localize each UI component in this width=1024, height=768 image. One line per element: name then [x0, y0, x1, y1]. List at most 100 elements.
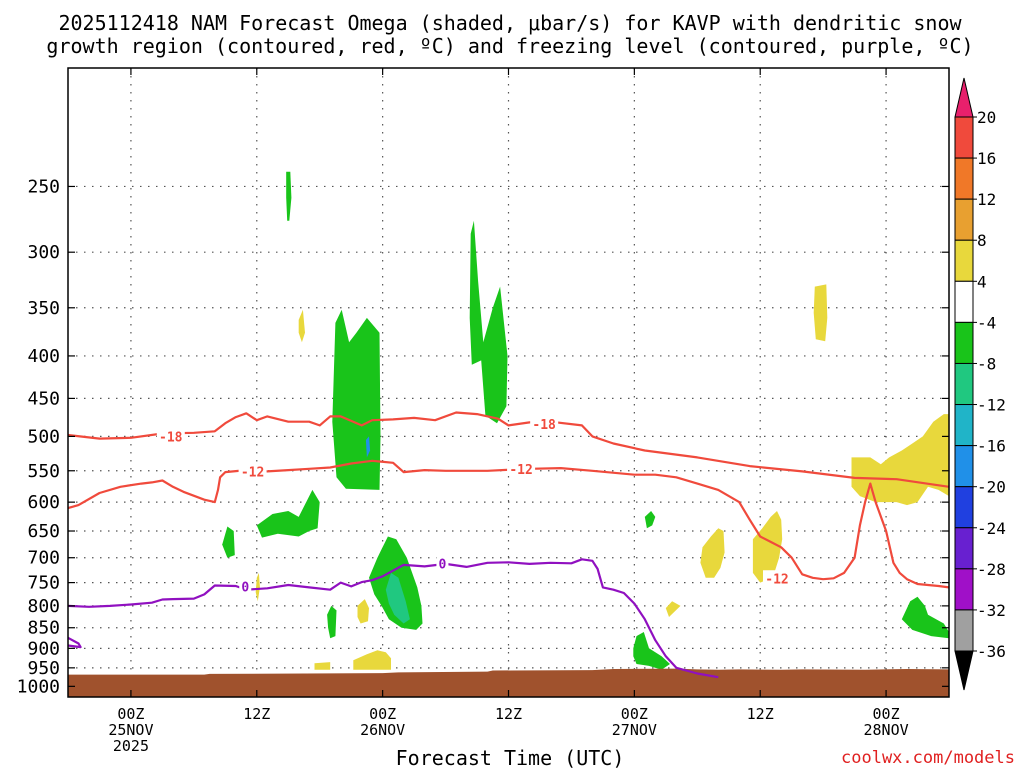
colorbar-label: 20 — [977, 108, 996, 127]
y-tick-label: 250 — [27, 176, 60, 197]
terrain-ground — [68, 668, 949, 697]
y-tick-label: 350 — [27, 298, 60, 319]
omega-shaded-region — [327, 605, 337, 639]
omega-shaded-region — [644, 511, 656, 529]
y-tick-label: 950 — [27, 658, 60, 679]
colorbar-label: -4 — [977, 313, 996, 332]
contour-line — [67, 636, 82, 649]
contour-label-bg — [238, 463, 267, 479]
colorbar-bin — [954, 198, 974, 241]
y-tick-label: 400 — [27, 346, 60, 367]
colorbar-bin — [954, 404, 974, 447]
colorbar-bin — [954, 527, 974, 570]
x-axis-label: Forecast Time (UTC) — [396, 746, 625, 768]
colorbar-label: 16 — [977, 149, 996, 168]
y-tick-label: 600 — [27, 492, 60, 513]
contour-label-bg — [530, 415, 559, 431]
colorbar-bin — [954, 280, 974, 323]
contour-label-bg — [239, 578, 252, 594]
omega-shaded-region — [901, 596, 949, 639]
colorbar-bin — [954, 157, 974, 200]
contour-label: -12 — [509, 463, 532, 478]
y-tick-label: 300 — [27, 242, 60, 263]
omega-shaded-region — [222, 526, 235, 558]
x-tick-label: 00Z — [369, 705, 396, 723]
x-tick-label: 12Z — [495, 705, 522, 723]
x-tick-label: 00Z — [117, 705, 144, 723]
contour-line — [67, 558, 719, 679]
omega-shaded-region — [357, 599, 369, 624]
x-tick-label: 12Z — [747, 705, 774, 723]
contour-labels: -18 -12 -18 -12 -12 0 0 — [156, 415, 791, 595]
omega-shaded-region — [752, 511, 783, 583]
contour-label: -18 — [159, 430, 183, 445]
y-tick-label: 850 — [27, 618, 60, 639]
omega-shaded-region — [255, 572, 260, 602]
y-tick-label: 900 — [27, 638, 60, 659]
contour-label: 0 — [439, 557, 447, 572]
x-tick-label: 00Z — [621, 705, 648, 723]
colorbar-label: -28 — [977, 560, 1006, 579]
x-tick-label: 00Z — [873, 705, 900, 723]
terrain-layer — [68, 668, 949, 697]
omega-shaded-region — [353, 650, 391, 670]
omega-shaded-region — [365, 436, 371, 458]
y-tick-label: 800 — [27, 596, 60, 617]
y-tick-label: 650 — [27, 521, 60, 542]
colorbar-label: -36 — [977, 642, 1006, 661]
source-credit: coolwx.com/models — [841, 748, 1015, 768]
x-tick-label: 27NOV — [612, 721, 657, 739]
colorbar-bin — [954, 609, 974, 652]
contour-label-bg — [507, 460, 536, 476]
contour-lines — [67, 411, 950, 679]
y-tick-label: 750 — [27, 573, 60, 594]
colorbar-bin — [954, 445, 974, 488]
y-tick-label: 1000 — [17, 676, 60, 697]
x-tick-label: 25NOV — [108, 721, 153, 739]
colorbar-label: -8 — [977, 354, 996, 373]
omega-shaded-region — [385, 572, 410, 624]
contour-label: -18 — [532, 418, 556, 433]
omega-shaded-region — [286, 171, 292, 221]
omega-shaded-region — [314, 662, 331, 670]
colorbar-label: -12 — [977, 396, 1006, 415]
x-tick-label: 2025 — [113, 737, 149, 755]
colorbar-bin — [954, 486, 974, 529]
omega-shaded-region — [256, 489, 320, 538]
omega-shaded-region — [469, 220, 508, 424]
omega-shaded-region — [813, 284, 828, 342]
omega-shaded-region — [298, 309, 305, 343]
colorbar: 20 16 12 8 4 -4 -8 -12 -16 -20 -24 -28 -32 -36 — [954, 77, 1006, 691]
colorbar-bin — [954, 116, 974, 159]
omega-shaded-region — [633, 632, 670, 670]
omega-shaded-region — [665, 601, 681, 617]
contour-label: 0 — [241, 580, 249, 595]
contour-label-bg — [436, 555, 449, 571]
colorbar-bin — [954, 239, 974, 282]
chart-title-line2: growth region (contoured, red, ºC) and f… — [46, 34, 973, 58]
colorbar-bin — [954, 568, 974, 611]
y-tick-label: 500 — [27, 426, 60, 447]
contour-label-bg — [762, 570, 791, 586]
contour-line — [67, 411, 950, 488]
colorbar-label: -20 — [977, 478, 1006, 497]
y-tick-label: 550 — [27, 461, 60, 482]
chart-title-line1: 2025112418 NAM Forecast Omega (shaded, μ… — [58, 11, 962, 35]
plot-background — [68, 68, 949, 697]
y-axis: 2503003504004505005506006507007508008509… — [17, 176, 949, 697]
colorbar-top-arrow — [954, 77, 974, 118]
colorbar-label: 4 — [977, 272, 987, 291]
contour-label-bg — [156, 428, 185, 444]
contour-label: -12 — [241, 465, 264, 480]
colorbar-bottom-arrow — [954, 650, 974, 691]
colorbar-label: 12 — [977, 190, 996, 209]
colorbar-bin — [954, 321, 974, 364]
colorbar-label: -16 — [977, 437, 1006, 456]
colorbar-label: 8 — [977, 231, 987, 250]
contour-line — [67, 459, 950, 589]
x-tick-label: 26NOV — [360, 721, 405, 739]
colorbar-label: -32 — [977, 601, 1006, 620]
colorbar-label: -24 — [977, 519, 1006, 538]
